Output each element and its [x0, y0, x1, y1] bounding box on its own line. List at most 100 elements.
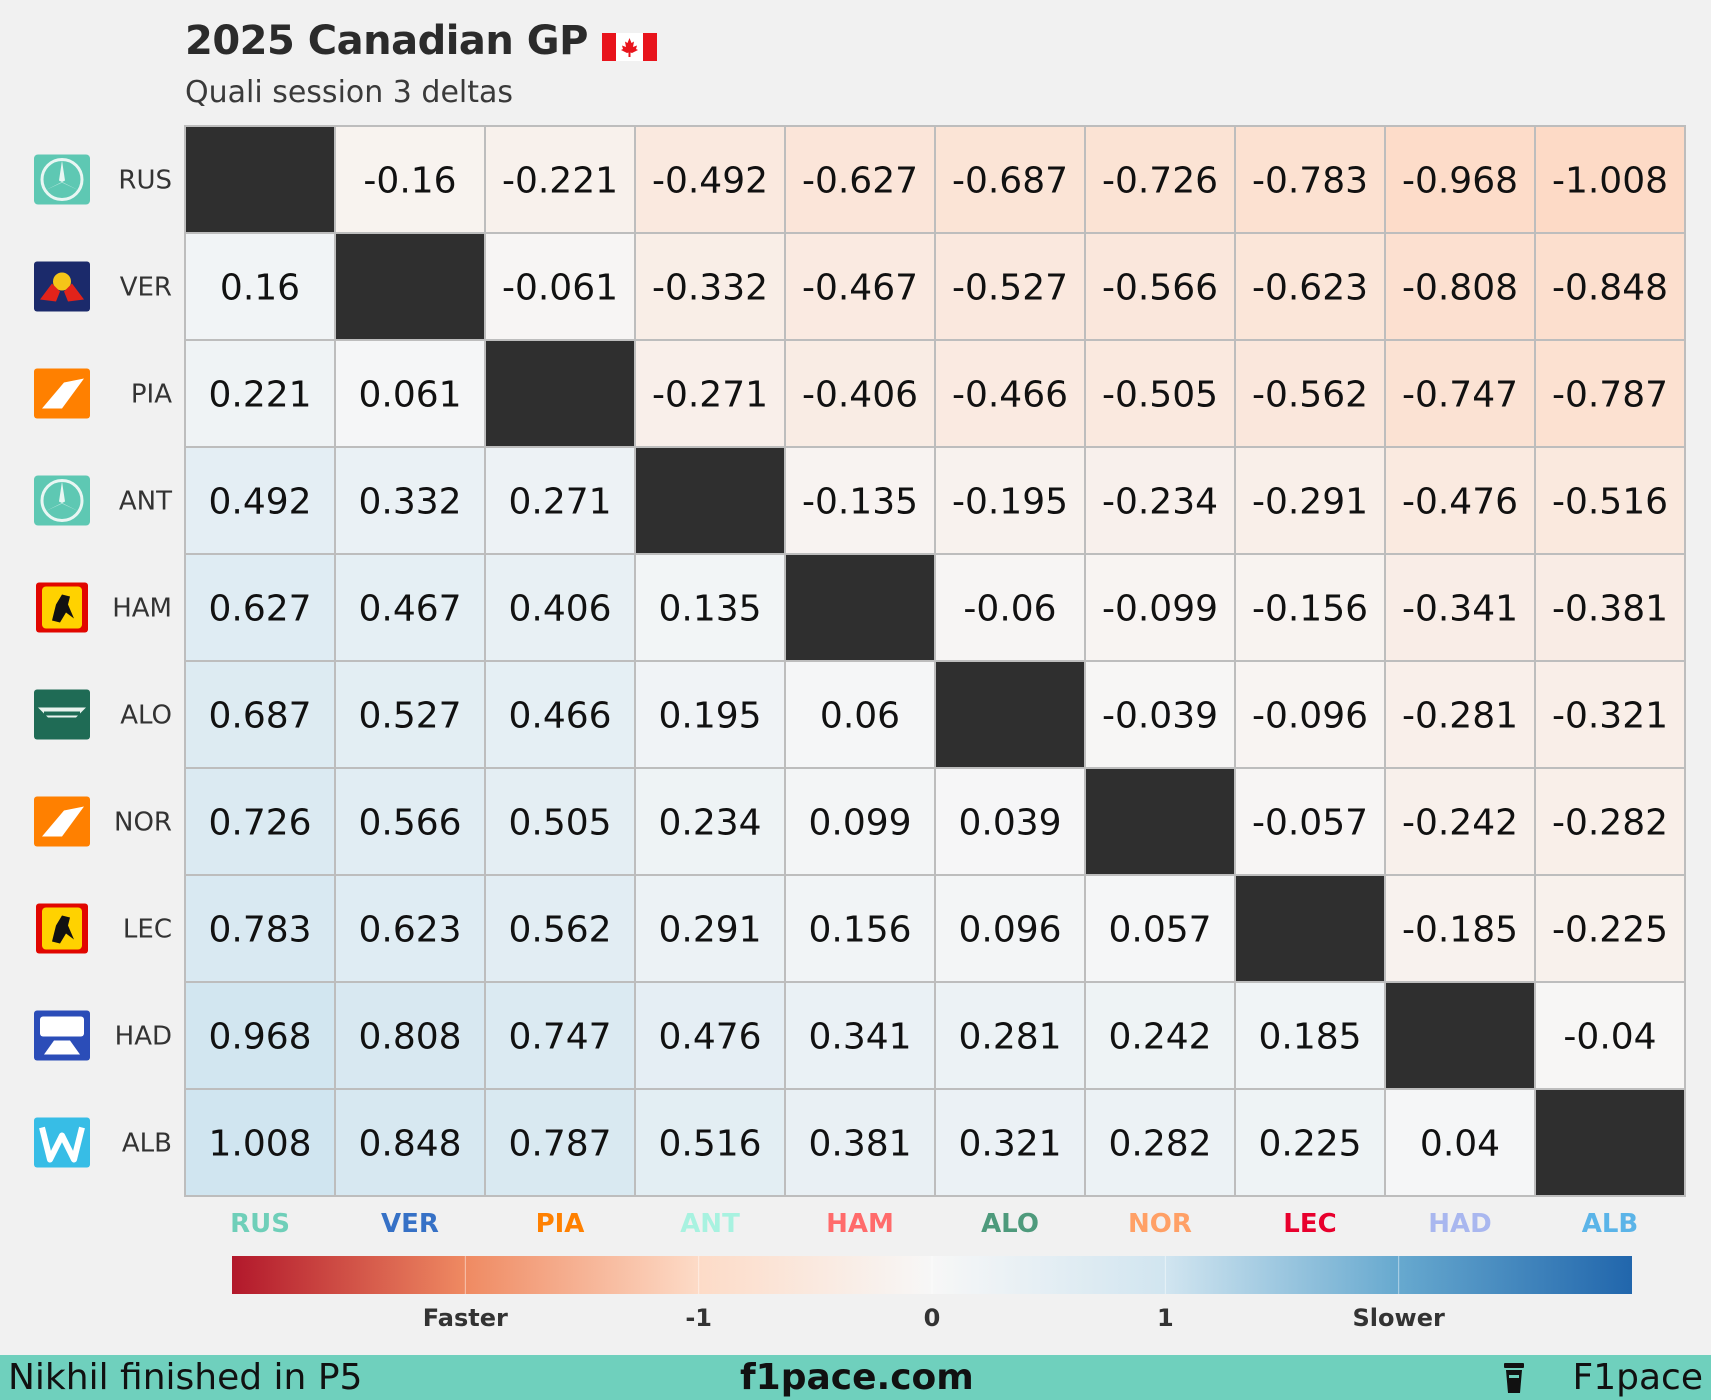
- row-label: LEC: [123, 915, 172, 945]
- cell-value-label: -0.466: [952, 375, 1068, 416]
- cell-value-label: -0.061: [502, 268, 618, 309]
- cell-value-label: -1.008: [1552, 161, 1668, 202]
- heatmap-cell: [1534, 981, 1686, 1090]
- cell-value-label: -0.566: [1102, 268, 1218, 309]
- heatmap-cell: [334, 874, 486, 983]
- heatmap-cell: [784, 767, 936, 876]
- diagonal-cell: [1234, 874, 1386, 983]
- cell-value-label: 0.185: [1258, 1017, 1361, 1058]
- cell-value-label: -0.057: [1252, 803, 1368, 844]
- heatmap-cell: [934, 232, 1086, 341]
- cell-value-label: -0.627: [802, 161, 918, 202]
- cell-value-label: 0.04: [1420, 1124, 1500, 1165]
- heatmap-cell: [1384, 767, 1536, 876]
- column-label: ALB: [1582, 1209, 1639, 1239]
- cell-value-label: 0.808: [358, 1017, 461, 1058]
- cell-value-label: -0.492: [652, 161, 768, 202]
- heatmap-cell: [1084, 874, 1236, 983]
- column-label: LEC: [1283, 1209, 1336, 1239]
- cup-logo-icon: [1504, 1363, 1524, 1393]
- cell-value-label: 0.099: [808, 803, 911, 844]
- colorbar-tick-label: Slower: [1353, 1304, 1445, 1332]
- chart-title: 2025 Canadian GP: [185, 18, 588, 64]
- cell-value-label: -0.225: [1552, 910, 1668, 951]
- heatmap-cell: [334, 981, 486, 1090]
- cell-value-label: 0.381: [808, 1124, 911, 1165]
- row-label: HAM: [112, 594, 172, 624]
- cell-value-label: 1.008: [208, 1124, 311, 1165]
- column-label: VER: [381, 1209, 439, 1239]
- cell-value-label: 0.234: [658, 803, 761, 844]
- heatmap-cell: [1084, 125, 1236, 234]
- aston-martin-logo-icon: [34, 689, 90, 740]
- heatmap-cell: [1084, 232, 1236, 341]
- footer-website: f1pace.com: [740, 1357, 974, 1398]
- heatmap-cell: [784, 232, 936, 341]
- heatmap-cell: [1234, 981, 1386, 1090]
- diagonal-cell: [934, 660, 1086, 769]
- cell-value-label: 0.492: [208, 482, 311, 523]
- heatmap-cell: [1384, 1088, 1536, 1197]
- heatmap-cell: [1384, 339, 1536, 448]
- cell-value-label: 0.968: [208, 1017, 311, 1058]
- cell-value-label: -0.195: [952, 482, 1068, 523]
- heatmap-cell: [1534, 232, 1686, 341]
- heatmap-cell: [784, 1088, 936, 1197]
- row-label: ALO: [120, 701, 172, 731]
- cell-value-label: -0.747: [1402, 375, 1518, 416]
- cell-value-label: 0.061: [358, 375, 461, 416]
- mercedes-logo-icon: [34, 154, 90, 205]
- heatmap-cell: [784, 981, 936, 1090]
- cell-value-label: 0.476: [658, 1017, 761, 1058]
- column-label: ALO: [981, 1209, 1039, 1239]
- cell-value-label: 0.726: [208, 803, 311, 844]
- heatmap-cell: [784, 660, 936, 769]
- cell-value-label: -0.282: [1552, 803, 1668, 844]
- heatmap-cell: [784, 874, 936, 983]
- mclaren-logo-icon: [34, 368, 90, 419]
- cell-value-label: -0.687: [952, 161, 1068, 202]
- diagonal-cell: [334, 232, 486, 341]
- heatmap-cell: [334, 767, 486, 876]
- heatmap-cell: [634, 874, 786, 983]
- cell-value-label: 0.848: [358, 1124, 461, 1165]
- cell-value-label: 0.242: [1108, 1017, 1211, 1058]
- cell-value-label: 0.195: [658, 696, 761, 737]
- heatmap-cell: [784, 446, 936, 555]
- cell-value-label: 0.291: [658, 910, 761, 951]
- diagonal-cell: [1084, 767, 1236, 876]
- column-label: PIA: [536, 1209, 585, 1239]
- heatmap-cell: [184, 1088, 336, 1197]
- colorbar-gradient: [232, 1256, 1632, 1294]
- heatmap-cell: [934, 981, 1086, 1090]
- row-label: PIA: [131, 380, 172, 410]
- cell-value-label: -0.406: [802, 375, 918, 416]
- cell-value-label: -0.271: [652, 375, 768, 416]
- ferrari-logo-icon: [36, 903, 88, 954]
- column-label: RUS: [230, 1209, 290, 1239]
- column-label: HAD: [1428, 1209, 1491, 1239]
- diagonal-cell: [184, 125, 336, 234]
- cell-value-label: -0.783: [1252, 161, 1368, 202]
- cell-value-label: -0.321: [1552, 696, 1668, 737]
- cell-value-label: 0.135: [658, 589, 761, 630]
- footer-bar: Nikhil finished in P5 f1pace.com F1pace: [0, 1355, 1711, 1400]
- heatmap-cell: [184, 767, 336, 876]
- heatmap-cell: [934, 446, 1086, 555]
- cell-value-label: 0.225: [1258, 1124, 1361, 1165]
- cell-value-label: -0.16: [363, 161, 456, 202]
- heatmap-cell: [1534, 767, 1686, 876]
- heatmap-cell: [184, 660, 336, 769]
- cell-value-label: 0.039: [958, 803, 1061, 844]
- heatmap-cell: [184, 553, 336, 662]
- diagonal-cell: [784, 553, 936, 662]
- cell-value-label: 0.505: [508, 803, 611, 844]
- cell-value-label: -0.505: [1102, 375, 1218, 416]
- cell-value-label: -0.516: [1552, 482, 1668, 523]
- cell-value-label: -0.04: [1563, 1017, 1656, 1058]
- row-label: ALB: [122, 1129, 172, 1159]
- heatmap-cell: [634, 1088, 786, 1197]
- heatmap-cell: [1084, 339, 1236, 448]
- cell-value-label: -0.527: [952, 268, 1068, 309]
- heatmap-cell: [1534, 339, 1686, 448]
